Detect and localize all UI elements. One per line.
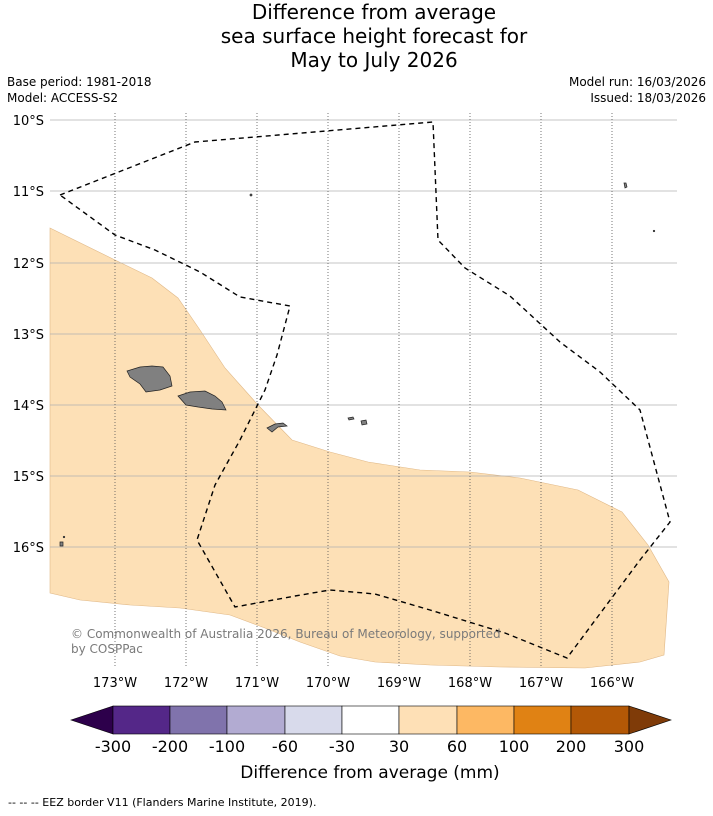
lon-label: 172°W <box>164 676 208 691</box>
lon-label: 170°W <box>306 676 350 691</box>
lon-label: 168°W <box>448 676 492 691</box>
island-dot-west <box>62 535 66 539</box>
lon-label: 169°W <box>377 676 421 691</box>
copyright-line-1: © Commonwealth of Australia 2026, Bureau… <box>71 627 501 641</box>
colorbar-segment <box>284 705 343 735</box>
lat-label: 14°S <box>13 399 44 414</box>
colorbar-tick: -100 <box>209 737 245 756</box>
island-fakaofo <box>249 193 253 197</box>
colorbar-tick: -300 <box>95 737 131 756</box>
run-info: Model run: 16/03/2026 Issued: 18/03/2026 <box>569 74 706 106</box>
colorbar-tick: 300 <box>614 737 645 756</box>
title-line-3: May to July 2026 <box>290 48 458 72</box>
lat-label: 10°S <box>13 114 44 129</box>
colorbar-tick: 30 <box>389 737 409 756</box>
lat-label: 12°S <box>13 257 44 272</box>
longitude-gridlines <box>114 113 613 668</box>
islands <box>59 182 656 547</box>
lon-label: 167°W <box>519 676 563 691</box>
island-rose <box>652 229 656 233</box>
lat-label: 13°S <box>13 328 44 343</box>
lon-label: 173°W <box>93 676 137 691</box>
colorbar-segment <box>169 705 228 735</box>
longitude-labels: 173°W 172°W 171°W 170°W 169°W 168°W 167°… <box>93 676 634 691</box>
colorbar-tick: -30 <box>329 737 355 756</box>
anomaly-region <box>49 227 670 669</box>
colorbar-tick: 100 <box>499 737 530 756</box>
colorbar-segment <box>456 705 515 735</box>
copyright-line-2: by COSPPac <box>71 642 143 656</box>
colorbar <box>70 705 672 735</box>
colorbar-tick: -200 <box>152 737 188 756</box>
lat-label: 16°S <box>13 541 44 556</box>
latitude-labels: 10°S 11°S 12°S 13°S 14°S 15°S 16°S <box>13 114 44 556</box>
island-small-west <box>59 541 64 547</box>
model-name: Model: ACCESS-S2 <box>7 91 119 105</box>
issued-date: Issued: 18/03/2026 <box>590 91 706 105</box>
copyright-notice: © Commonwealth of Australia 2026, Bureau… <box>71 627 501 656</box>
island-tau <box>360 419 368 426</box>
colorbar-tick: 200 <box>556 737 587 756</box>
lon-label: 171°W <box>235 676 279 691</box>
island-swains <box>623 182 628 189</box>
colorbar-tick: -60 <box>272 737 298 756</box>
colorbar-min-arrow <box>70 705 114 735</box>
model-run: Model run: 16/03/2026 <box>568 75 706 89</box>
base-period: Base period: 1981-2018 <box>7 75 152 89</box>
eez-footnote: -- -- -- EEZ border V11 (Flanders Marine… <box>8 796 317 809</box>
colorbar-segment <box>226 705 286 735</box>
colorbar-label: Difference from average (mm) <box>240 763 499 783</box>
island-upolu <box>177 390 227 411</box>
title-line-1: Difference from average <box>251 0 497 24</box>
colorbar-segment <box>570 705 630 735</box>
latitude-gridlines <box>50 119 677 548</box>
colorbar-tick-labels: -300 -200 -100 -60 -30 30 60 100 200 300 <box>95 737 644 756</box>
title-line-2: sea surface height forecast for <box>220 24 528 48</box>
map-title: Difference from average sea surface heig… <box>0 0 713 72</box>
colorbar-segment <box>398 705 458 735</box>
lat-label: 11°S <box>13 185 44 200</box>
island-savaii <box>126 365 173 393</box>
island-tutuila <box>266 422 288 433</box>
colorbar-segment <box>112 705 171 735</box>
colorbar-max-arrow <box>628 705 672 735</box>
eez-border <box>58 121 671 659</box>
colorbar-tick: 60 <box>447 737 467 756</box>
lon-label: 166°W <box>590 676 634 691</box>
colorbar-segment <box>513 705 572 735</box>
island-ofu <box>347 416 355 421</box>
model-info: Base period: 1981-2018 Model: ACCESS-S2 <box>7 74 152 106</box>
colorbar-segment <box>341 705 400 735</box>
lat-label: 15°S <box>13 470 44 485</box>
